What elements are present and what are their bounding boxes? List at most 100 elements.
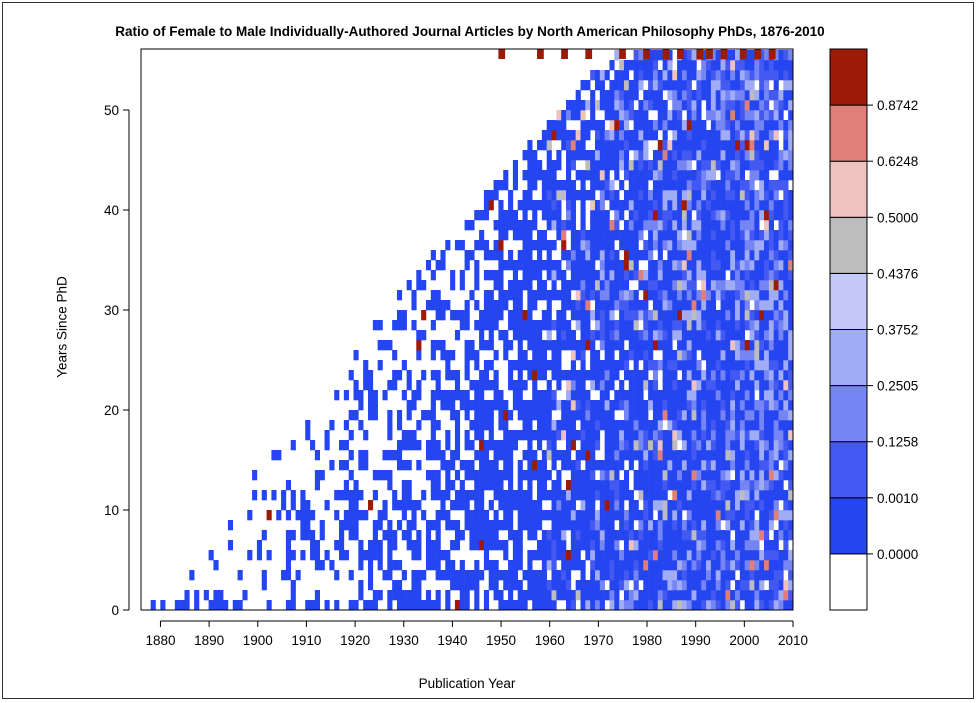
heatmap-cell [570, 520, 576, 531]
heatmap-cell [430, 410, 436, 421]
heatmap-cell [720, 470, 726, 481]
heatmap-cell [768, 240, 774, 251]
heatmap-cell [561, 530, 567, 541]
heatmap-cell [764, 410, 770, 421]
heatmap-cell [450, 580, 456, 591]
heatmap-cell [604, 290, 610, 301]
heatmap-cell [541, 360, 547, 371]
heatmap-cell [691, 560, 697, 571]
heatmap-cell [623, 570, 630, 581]
heatmap-cell [701, 600, 707, 611]
heatmap-cell [570, 220, 576, 231]
heatmap-cell [648, 230, 654, 241]
heatmap-cell [435, 370, 441, 381]
heatmap-cell [768, 120, 774, 131]
heatmap-cell [706, 440, 712, 451]
heatmap-cell [527, 360, 533, 371]
heatmap-cell [706, 560, 712, 571]
heatmap-cell [667, 150, 673, 161]
heatmap-cell [609, 520, 615, 531]
heatmap-cell [691, 520, 697, 531]
heatmap-cell [469, 470, 475, 481]
heatmap-cell [652, 520, 659, 531]
heatmap-cell [715, 570, 721, 581]
heatmap-cell [739, 320, 745, 331]
heatmap-cell [672, 320, 678, 331]
heatmap-cell [464, 220, 470, 231]
heatmap-cell [566, 100, 572, 111]
heatmap-cell [773, 70, 779, 81]
heatmap-cell [160, 600, 166, 611]
heatmap-cell [701, 150, 707, 161]
heatmap-cell [435, 340, 441, 351]
heatmap-cell [662, 340, 668, 351]
heatmap-cell [735, 50, 741, 61]
heatmap-cell [396, 560, 403, 571]
heatmap-cell [566, 430, 572, 441]
heatmap-cell [701, 470, 707, 481]
heatmap-cell [701, 490, 707, 501]
heatmap-cell [759, 60, 765, 71]
heatmap-cell [348, 470, 354, 481]
heatmap-cell [594, 410, 601, 421]
heatmap-cell [537, 170, 543, 181]
legend-swatch [829, 553, 868, 611]
heatmap-cell [638, 370, 644, 381]
heatmap-cell [604, 430, 610, 441]
heatmap-cell [681, 180, 688, 191]
heatmap-cell [720, 300, 726, 311]
heatmap-cell [498, 280, 504, 291]
heatmap-cell [667, 450, 673, 461]
heatmap-cell [445, 550, 451, 561]
heatmap-cell [619, 350, 625, 361]
heatmap-cell [749, 90, 755, 101]
heatmap-cell [488, 520, 494, 531]
heatmap-cell [517, 530, 523, 541]
heatmap-cell [788, 60, 794, 71]
heatmap-cell [643, 490, 649, 501]
heatmap-cell [643, 270, 649, 281]
heatmap-cell [609, 370, 615, 381]
heatmap-cell [358, 400, 364, 411]
heatmap-cell [474, 260, 480, 271]
heatmap-cell [686, 50, 692, 61]
heatmap-cell [348, 510, 354, 521]
heatmap-cell [648, 170, 654, 181]
heatmap-cell [788, 300, 794, 311]
heatmap-cell [749, 240, 755, 251]
heatmap-cell [672, 80, 678, 91]
heatmap-cell [783, 440, 789, 451]
heatmap-cell [532, 410, 538, 421]
heatmap-cell [628, 170, 634, 181]
heatmap-cell [633, 340, 639, 351]
heatmap-cell [570, 480, 576, 491]
heatmap-cell [739, 490, 745, 501]
heatmap-cell [749, 520, 755, 531]
heatmap-cell [546, 330, 552, 341]
heatmap-cell [744, 310, 750, 321]
heatmap-cell [459, 580, 465, 591]
heatmap-cell [735, 80, 741, 91]
heatmap-cell [735, 90, 741, 101]
heatmap-cell [213, 600, 219, 611]
heatmap-cell [710, 600, 717, 611]
heatmap-cell [609, 120, 615, 131]
heatmap-cell [556, 400, 562, 411]
heatmap-cell [648, 90, 654, 101]
heatmap-cell [652, 210, 659, 221]
heatmap-cell [643, 570, 649, 581]
heatmap-cell [749, 160, 755, 171]
heatmap-cell [701, 250, 707, 261]
heatmap-cell [696, 540, 702, 551]
heatmap-cell [686, 160, 692, 171]
heatmap-cell [609, 600, 615, 611]
heatmap-cell [773, 250, 779, 261]
heatmap-cell [508, 580, 514, 591]
heatmap-cell [522, 400, 528, 411]
heatmap-cell [479, 480, 485, 491]
heatmap-cell [271, 490, 277, 501]
heatmap-cell [686, 460, 692, 471]
heatmap-cell [783, 520, 789, 531]
heatmap-cell [503, 520, 509, 531]
heatmap-cell [580, 250, 586, 261]
